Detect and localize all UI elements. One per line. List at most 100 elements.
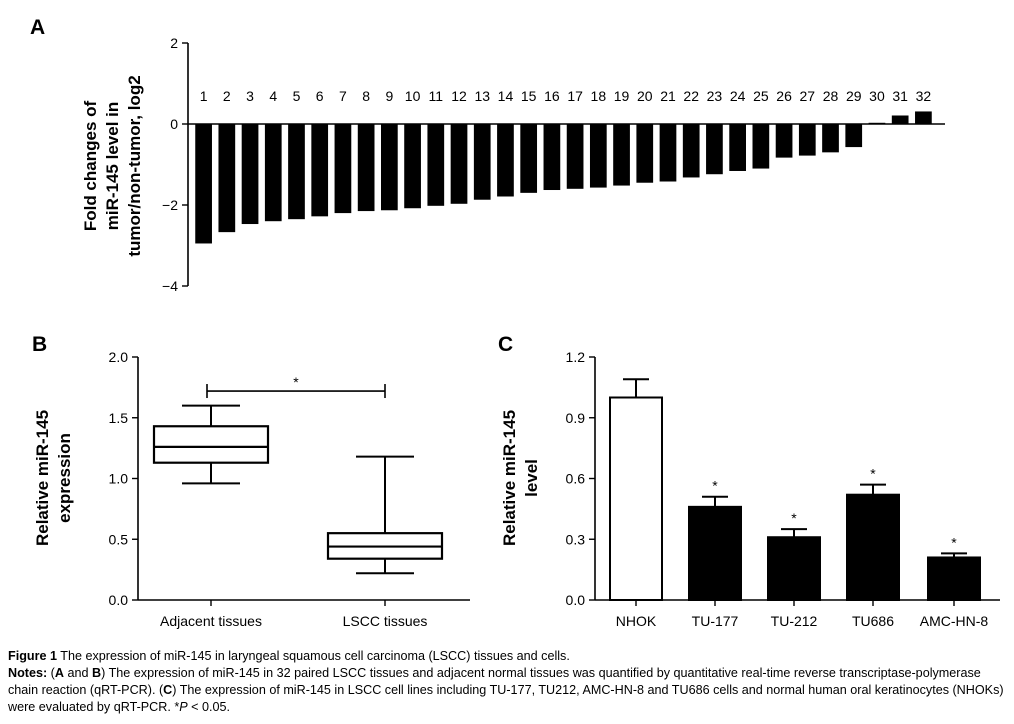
panel-a-ylabel-line1: Fold changes of <box>81 100 100 231</box>
panel-b-box <box>152 425 270 464</box>
panel-c-category-label: TU-177 <box>692 613 739 629</box>
panel-a-category-label: 7 <box>339 88 347 104</box>
caption-notes-text2: ) The expression of miR-145 in LSCC cell… <box>8 683 1004 714</box>
panel-a-category-label: 3 <box>246 88 254 104</box>
panel-a-category-label: 28 <box>823 88 839 104</box>
panel-c-ytick-label: 0.9 <box>566 410 586 426</box>
panel-b-ytick-label: 0.5 <box>109 531 129 547</box>
panel-a-letter: A <box>30 16 45 39</box>
panel-a-bar <box>891 115 909 124</box>
panel-c-category-label: TU-212 <box>771 613 818 629</box>
caption-notes-text1: ) The expression of miR-145 in 32 paired… <box>8 666 981 697</box>
panel-c-bar <box>609 396 663 601</box>
panel-b-ytick-label: 2.0 <box>109 349 129 365</box>
panel-a-bar <box>427 124 445 206</box>
caption-notes-a: A <box>54 666 64 680</box>
panel-a-bar <box>473 124 491 200</box>
panel-a-category-label: 14 <box>498 88 514 104</box>
panel-a-chart: Fold changes of miR-145 level in tumor/n… <box>81 35 945 294</box>
panel-c-category-label: AMC-HN-8 <box>920 613 989 629</box>
panel-a-ylabel-line2: miR-145 level in <box>103 102 122 231</box>
panel-a-bar <box>404 124 421 209</box>
panel-a-bar <box>636 124 654 183</box>
panel-c-ytick-label: 1.2 <box>566 349 586 365</box>
panel-b-letter: B <box>32 333 47 356</box>
caption-notes-end: < 0.05. <box>187 700 231 714</box>
caption-notes-label: Notes: <box>8 666 48 680</box>
panel-a-bar <box>241 124 259 225</box>
panel-c-bar <box>767 536 821 601</box>
panel-a-bar <box>589 124 607 188</box>
caption-notes-open: ( <box>47 666 55 680</box>
caption-title: Figure 1 The expression of miR-145 in la… <box>8 648 1008 665</box>
panel-a-category-label: 9 <box>385 88 393 104</box>
panel-c-significance-star: * <box>712 478 718 494</box>
panel-a-bar <box>311 124 329 217</box>
caption-notes-b: B <box>92 666 102 680</box>
panel-c-chart: Relative miR-145 level 0.0 0.3 0.6 0.9 1.2 NH… <box>500 349 1000 629</box>
panel-a-category-label: 1 <box>200 88 208 104</box>
panel-a-category-label: 21 <box>660 88 676 104</box>
panel-a-category-label: 5 <box>293 88 301 104</box>
panel-b-chart: Relative miR-145 expression 0.0 0.5 1.0 1.5… <box>33 349 470 629</box>
panel-a-category-label: 17 <box>567 88 583 104</box>
panel-a-category-label: 26 <box>776 88 792 104</box>
panel-a-ytick-label: −2 <box>162 197 178 213</box>
panel-a-bar <box>381 124 398 211</box>
panel-a-category-label: 4 <box>269 88 277 104</box>
panel-a-bar <box>915 111 932 124</box>
panel-b-ytick-label: 1.0 <box>109 471 129 487</box>
caption-title-text: The expression of miR-145 in laryngeal s… <box>57 649 570 663</box>
panel-b-category-label: LSCC tissues <box>343 613 428 629</box>
panel-a-ylabel-line3: tumor/non-tumor, log2 <box>125 75 144 256</box>
panel-b-significance-star: * <box>293 374 299 390</box>
panel-a-bar <box>288 124 305 220</box>
panel-a-bar <box>868 122 886 124</box>
figure-caption: Figure 1 The expression of miR-145 in la… <box>8 648 1008 716</box>
panel-c-ytick-label: 0.6 <box>566 471 586 487</box>
panel-a-category-label: 25 <box>753 88 769 104</box>
panel-a-bar <box>497 124 514 197</box>
panel-c-bar <box>846 493 900 602</box>
panel-b-ylabel-line1: Relative miR-145 <box>33 410 52 546</box>
panel-a-ytick-label: −4 <box>162 278 178 294</box>
panel-a-category-label: 13 <box>474 88 490 104</box>
panel-c-bar <box>927 556 981 601</box>
panel-a-category-label: 31 <box>892 88 908 104</box>
caption-notes-p: P <box>179 700 188 714</box>
panel-c-category-label: TU686 <box>852 613 894 629</box>
panel-a-category-label: 16 <box>544 88 560 104</box>
caption-figure-label: Figure 1 <box>8 649 57 663</box>
panel-a-bar <box>729 124 746 171</box>
panel-a-category-label: 30 <box>869 88 885 104</box>
panel-a-bar <box>798 124 816 156</box>
panel-a-category-label: 6 <box>316 88 324 104</box>
panel-a-bar <box>682 124 700 178</box>
panel-a-bar <box>822 124 839 153</box>
panel-a-category-label: 18 <box>591 88 607 104</box>
panel-c-ylabel-line2: level <box>522 459 541 497</box>
panel-a-bar <box>566 124 584 189</box>
panel-a-category-label: 8 <box>362 88 370 104</box>
panel-a-bar <box>659 124 677 182</box>
panel-b-ytick-label: 1.5 <box>109 410 129 426</box>
panel-a-bar <box>450 124 468 204</box>
panel-b-ylabel-line2: expression <box>55 433 74 523</box>
panel-c-significance-star: * <box>951 534 957 550</box>
panel-c-category-label: NHOK <box>616 613 657 629</box>
panel-a-category-label: 11 <box>429 88 444 104</box>
panel-a-ytick-label: 0 <box>170 116 178 132</box>
panel-a-category-label: 29 <box>846 88 862 104</box>
panel-c-ytick-label: 0.3 <box>566 531 586 547</box>
caption-notes: Notes: (A and B) The expression of miR-1… <box>8 665 1008 716</box>
panel-a-bar <box>357 124 375 212</box>
panel-a-bar <box>613 124 630 186</box>
panel-a-bar <box>520 124 538 193</box>
panel-a-category-label: 32 <box>916 88 932 104</box>
panel-a-bar <box>845 124 863 148</box>
panel-a-category-label: 23 <box>707 88 723 104</box>
panel-c-significance-star: * <box>870 466 876 482</box>
caption-notes-and: and <box>64 666 93 680</box>
panel-c-letter: C <box>498 333 513 356</box>
panel-b-ytick-label: 0.0 <box>109 592 129 608</box>
